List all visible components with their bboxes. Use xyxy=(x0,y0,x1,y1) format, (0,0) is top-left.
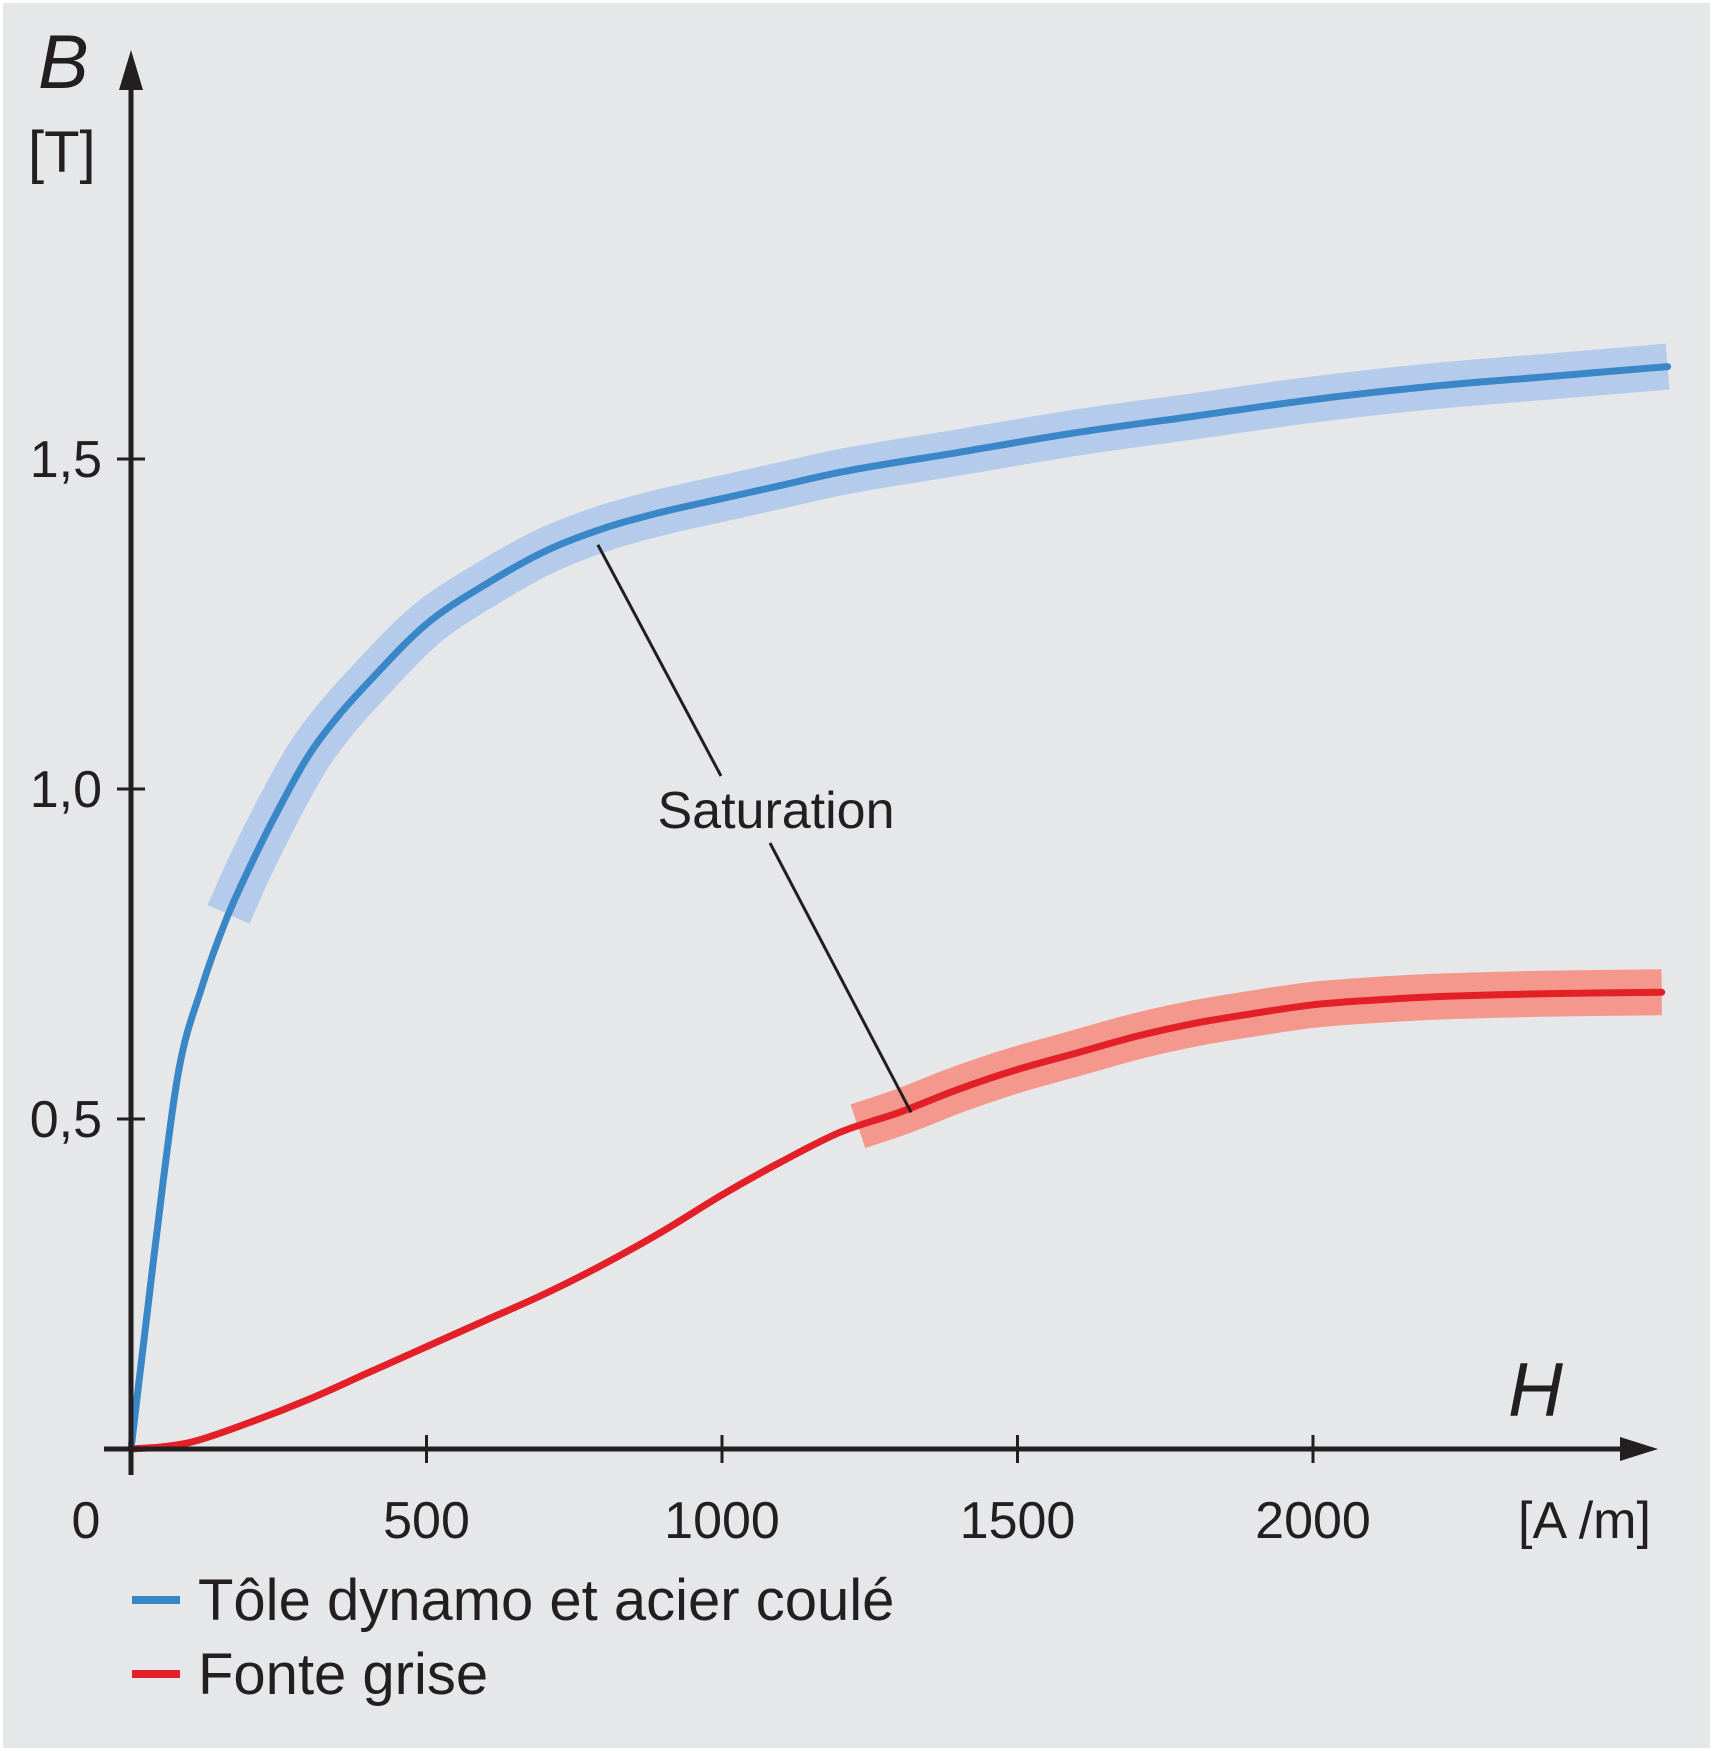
y-tick-label: 1,5 xyxy=(30,431,102,489)
series-line-0 xyxy=(127,363,1672,1453)
x-axis-arrow xyxy=(1620,1437,1658,1461)
y-tick-label: 0,5 xyxy=(30,1091,102,1149)
saturation-annotation: Saturation xyxy=(596,544,913,1114)
legend: Tôle dynamo et acier coulé Fonte grise xyxy=(132,1568,894,1707)
annotation-leader-0 xyxy=(596,544,723,777)
y-axis-arrow xyxy=(119,50,143,90)
x-tick-label: 2000 xyxy=(1255,1492,1371,1550)
chart-background xyxy=(3,3,1710,1748)
y-axis-unit: [T] xyxy=(28,120,96,185)
x-axis-label: H xyxy=(1508,1348,1563,1433)
axes xyxy=(104,50,1658,1475)
series-lines xyxy=(127,363,1672,1453)
legend-label-0: Tôle dynamo et acier coulé xyxy=(198,1568,894,1633)
annotation-leader-1 xyxy=(768,842,913,1114)
y-axis-label: B xyxy=(38,20,89,105)
legend-label-1: Fonte grise xyxy=(198,1642,488,1707)
series-line-1 xyxy=(127,988,1666,1453)
axis-ticks: 0 500 1000 1500 2000 0,5 1,0 1,5 xyxy=(30,431,1371,1550)
x-tick-label: 1500 xyxy=(960,1492,1076,1550)
y-tick-label: 1,0 xyxy=(30,761,102,819)
annotation-label: Saturation xyxy=(657,782,894,840)
x-tick-label: 500 xyxy=(383,1492,470,1550)
x-axis-unit: [A /m] xyxy=(1518,1492,1651,1550)
x-tick-label: 0 xyxy=(72,1492,101,1550)
x-tick-label: 1000 xyxy=(664,1492,780,1550)
